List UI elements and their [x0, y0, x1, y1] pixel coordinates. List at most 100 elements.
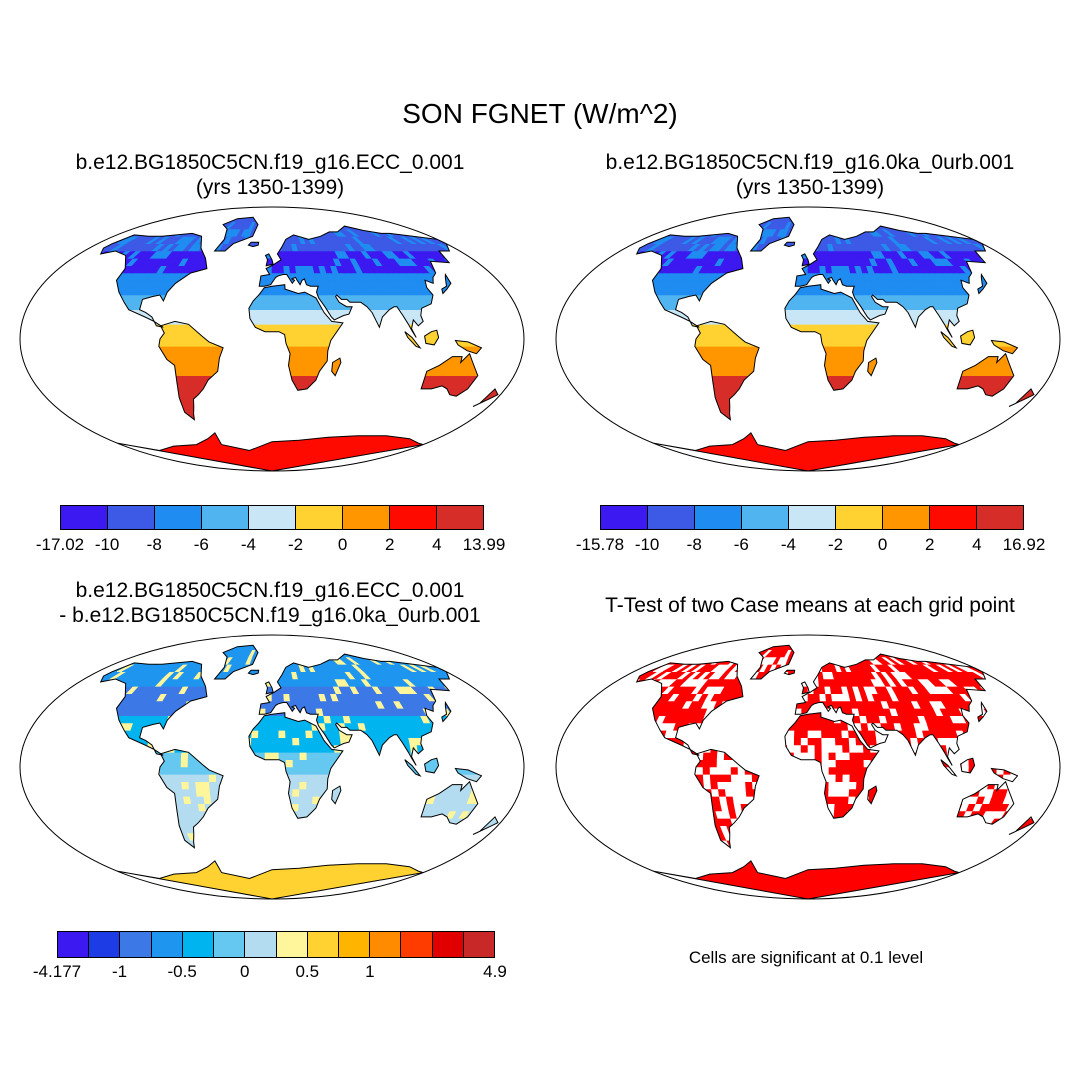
coastline-madagascar — [331, 785, 342, 805]
colorbar-tick-label: -1 — [112, 962, 128, 981]
colorbar-tick-label: -15.78 — [575, 535, 625, 554]
coastline-borneo — [424, 329, 440, 346]
colorbar-tick-label: 4.9 — [483, 962, 507, 981]
coastline-iceland — [247, 669, 260, 676]
colorbar-tick-label: 16.92 — [1002, 535, 1046, 554]
coastline-northAmerica — [635, 232, 744, 328]
map-border — [555, 206, 1061, 472]
panel1-title-line2: (yrs 1350-1399) — [195, 176, 345, 199]
coastline-eurasia — [258, 653, 451, 766]
colorbar-tick-label: -6 — [733, 535, 749, 554]
colorbar-tick-label: -10 — [94, 535, 120, 554]
panel4-title-line1: T-Test of two Case means at each grid po… — [605, 594, 1015, 617]
colorbar-tick-label: 0 — [337, 535, 348, 554]
colorbar-swatch — [245, 932, 277, 957]
coastline-antarctica — [117, 432, 424, 471]
coastline-newGuinea — [454, 767, 483, 783]
colorbar-swatch — [108, 506, 155, 529]
map-border — [19, 634, 525, 900]
colorbar-1 — [60, 505, 484, 530]
coastline-eurasia — [794, 225, 987, 338]
colorbar-tick-label: -17.02 — [35, 535, 85, 554]
coastline-borneo — [960, 757, 976, 774]
coastline-japan — [977, 700, 988, 723]
colorbar-2 — [600, 505, 1024, 530]
coastline-antarctica — [117, 860, 424, 899]
land-fill — [636, 645, 1034, 899]
colorbar-3-labels: -4.177 -1 -0.5 0 0.5 1 4.9 — [33, 962, 507, 982]
coastline-northAmerica — [99, 232, 208, 328]
map-panel-3 — [19, 634, 525, 900]
coastline-sumatra — [404, 331, 422, 349]
colorbar-swatch — [432, 932, 464, 957]
colorbar-swatch — [437, 506, 483, 529]
coastlines — [635, 644, 1035, 899]
panel1-title-line1: b.e12.BG1850C5CN.f19_g16.ECC_0.001 — [75, 151, 465, 174]
colorbar-swatch — [120, 932, 152, 957]
coastline-australia — [420, 780, 479, 825]
colorbar-swatch — [276, 932, 308, 957]
coastline-japan — [441, 700, 452, 723]
colorbar-swatch — [61, 506, 108, 529]
colorbar-tick-label: -2 — [827, 535, 844, 554]
coastlines — [99, 644, 499, 899]
coastline-newZealand — [1008, 388, 1035, 407]
coastline-southAmerica — [158, 748, 224, 849]
colorbar-swatch — [89, 932, 121, 957]
coastline-northAmerica — [99, 660, 208, 756]
coastline-northAmerica — [635, 660, 744, 756]
colorbar-swatch — [58, 932, 90, 957]
colorbar-tick-label: 2 — [925, 535, 935, 554]
coastline-eurasia — [794, 653, 987, 766]
coastline-sumatra — [940, 331, 958, 349]
colorbar-tick-label: -4.177 — [32, 962, 82, 981]
colorbar-swatch — [370, 932, 402, 957]
colorbar-swatch — [695, 506, 742, 529]
coastline-africa — [784, 284, 880, 391]
colorbar-swatch — [202, 506, 249, 529]
panel4-title: T-Test of two Case means at each grid po… — [560, 593, 1060, 618]
colorbar-swatch — [151, 932, 183, 957]
colorbar-tick-label: 0 — [877, 535, 888, 554]
colorbar-swatch — [155, 506, 202, 529]
colorbar-tick-label: 0.5 — [295, 962, 320, 981]
land-fill — [100, 217, 498, 471]
map-border — [19, 206, 525, 472]
coastline-antarctica — [653, 860, 960, 899]
colorbar-tick-label: -0.5 — [167, 962, 197, 981]
colorbar-swatch — [214, 932, 246, 957]
colorbar-swatch — [307, 932, 339, 957]
land-fill — [100, 645, 498, 899]
colorbar-3 — [57, 931, 495, 958]
figure-title: SON FGNET (W/m^2) — [402, 98, 678, 129]
map-panel-2 — [555, 206, 1061, 472]
coastline-uk — [264, 253, 274, 267]
colorbar-tick-label: -4 — [240, 535, 256, 554]
colorbar-swatch — [836, 506, 883, 529]
coastline-greenland — [749, 216, 795, 252]
coastline-iceland — [783, 241, 796, 248]
colorbar-swatch — [789, 506, 836, 529]
coastline-newGuinea — [990, 767, 1019, 783]
coastline-uk — [264, 681, 274, 695]
coastline-newGuinea — [990, 339, 1019, 355]
colorbar-swatch — [601, 506, 648, 529]
colorbar-tick-label: 2 — [385, 535, 395, 554]
colorbar-tick-label: -4 — [780, 535, 796, 554]
colorbar-tick-label: 0 — [239, 962, 250, 981]
coastline-greenland — [213, 216, 259, 252]
coastline-uk — [800, 253, 810, 267]
coastline-southAmerica — [158, 320, 224, 421]
coastline-madagascar — [331, 357, 342, 377]
coastline-iceland — [247, 241, 260, 248]
coastline-madagascar — [867, 785, 878, 805]
panel2-title: b.e12.BG1850C5CN.f19_g16.0ka_0urb.001 (y… — [560, 150, 1060, 200]
colorbar-2-labels: -15.78 -10 -8 -6 -4 -2 0 2 4 16.92 — [576, 535, 1045, 555]
coastline-uk — [800, 681, 810, 695]
colorbar-tick-label: -8 — [146, 535, 162, 554]
colorbar-swatch — [401, 932, 433, 957]
colorbar-tick-label: -10 — [634, 535, 660, 554]
coastline-australia — [956, 780, 1015, 825]
colorbar-swatch — [249, 506, 296, 529]
colorbar-tick-label: 4 — [432, 535, 442, 554]
